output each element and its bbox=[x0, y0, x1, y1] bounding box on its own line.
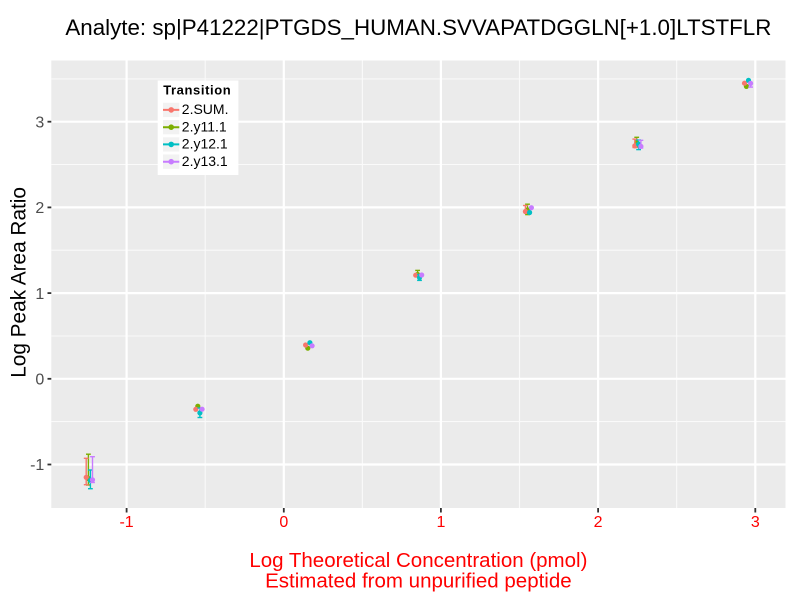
svg-text:2: 2 bbox=[35, 200, 44, 217]
svg-text:-1: -1 bbox=[119, 514, 133, 531]
svg-text:0: 0 bbox=[35, 372, 44, 389]
svg-text:Analyte: sp|P41222|PTGDS_HUMAN: Analyte: sp|P41222|PTGDS_HUMAN.SVVAPATDG… bbox=[65, 15, 771, 40]
svg-text:1: 1 bbox=[35, 286, 44, 303]
svg-text:Log Theoretical Concentration: Log Theoretical Concentration (pmol) bbox=[249, 549, 587, 572]
svg-text:2.SUM.: 2.SUM. bbox=[182, 101, 229, 117]
svg-text:1: 1 bbox=[436, 514, 445, 531]
svg-text:2.y12.1: 2.y12.1 bbox=[182, 136, 228, 152]
svg-text:Estimated from unpurified pept: Estimated from unpurified peptide bbox=[265, 570, 572, 593]
svg-text:Transition: Transition bbox=[163, 83, 231, 98]
svg-text:3: 3 bbox=[751, 514, 760, 531]
svg-text:Log Peak Area Ratio: Log Peak Area Ratio bbox=[8, 187, 31, 378]
svg-text:0: 0 bbox=[279, 514, 288, 531]
svg-text:2.y13.1: 2.y13.1 bbox=[182, 153, 228, 169]
svg-text:3: 3 bbox=[35, 114, 44, 131]
svg-text:2: 2 bbox=[594, 514, 603, 531]
svg-text:-1: -1 bbox=[30, 457, 44, 474]
svg-text:2.y11.1: 2.y11.1 bbox=[182, 119, 227, 135]
